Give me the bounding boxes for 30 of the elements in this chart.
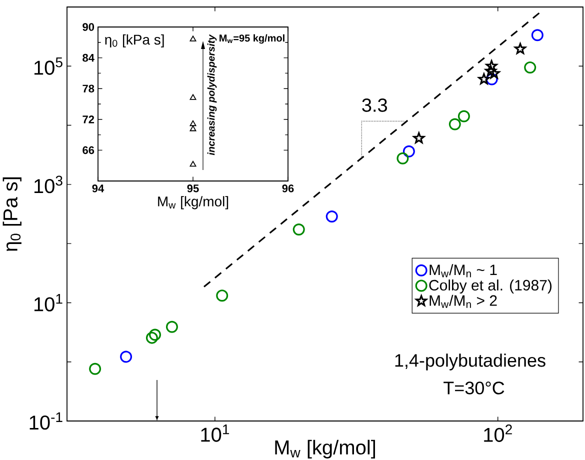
- y-tick-label: 10$^{1}$: [34, 294, 62, 312]
- x-tick-label: 10$^{2}$: [484, 424, 512, 442]
- y-tick-label: 72: [82, 116, 94, 124]
- point: [190, 36, 196, 42]
- y-tick-label: 66: [82, 146, 94, 154]
- point: [190, 160, 196, 167]
- annotation: T=30°C: [444, 382, 504, 394]
- y-tick-label: 10$^{3}$: [34, 176, 62, 194]
- legend-label: M$_{w}$/M$_{n}$ > 2: [430, 294, 497, 308]
- x-tick-label: 96: [282, 184, 294, 192]
- legend-label: M$_{w}$/M$_{n}$ ~ 1: [430, 264, 497, 278]
- x-axis-title: M$_{w}$ [kg/mol]: [158, 196, 228, 210]
- y-tick-label: 84: [82, 54, 94, 62]
- y-tick-label: 78: [82, 84, 94, 92]
- y-tick-label: 90: [82, 23, 94, 31]
- legend-label: Colby et al. (1987): [429, 280, 552, 294]
- x-axis-title: M$_{w}$ [kg/mol]: [275, 440, 375, 458]
- y-tick-label: 10$^{5}$: [34, 57, 62, 75]
- annotation: 3.3: [362, 98, 387, 112]
- y-tick-label: 10$^{-1}$: [30, 412, 62, 430]
- point: [190, 126, 196, 132]
- annotation: 1,4-polybutadienes: [395, 354, 546, 370]
- annotation: M$_{w}$=95 kg/mol: [220, 34, 284, 44]
- y-axis-title: η$_{0}$ [Pa s]: [2, 177, 22, 252]
- x-tick-label: 94: [92, 184, 104, 192]
- annotation: increasing polydispersity: [207, 34, 217, 156]
- x-tick-label: 95: [187, 184, 199, 192]
- point: [190, 94, 196, 100]
- point: [190, 120, 196, 126]
- y-axis-title: η$_{0}$ [kPa s]: [105, 34, 164, 48]
